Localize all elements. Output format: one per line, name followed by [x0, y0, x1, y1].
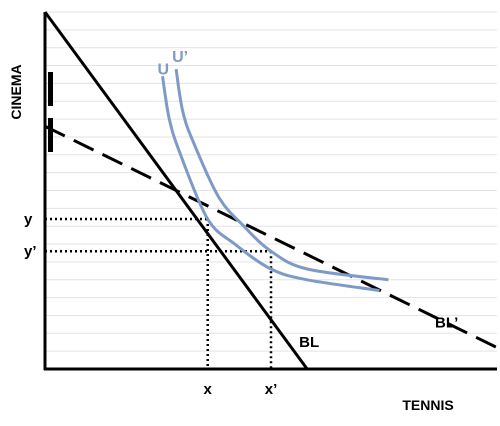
chart-series — [43, 11, 498, 370]
series-4-label: U’ — [172, 49, 188, 66]
series-3-label: U — [158, 61, 170, 78]
x-axis-title: TENNIS — [402, 397, 453, 413]
series-2-label: BL’ — [435, 315, 458, 332]
y-axis-title: CINEMA — [8, 64, 24, 119]
chart-axes — [43, 12, 497, 371]
guide-lines — [45, 217, 273, 369]
series-4-line — [174, 68, 389, 282]
x-tick-label-1: x — [204, 381, 213, 398]
tick-labels: x x’ y y’ — [24, 211, 277, 398]
x-tick-label-2: x’ — [265, 381, 278, 398]
series-1-label: BL — [299, 334, 319, 351]
grid-lines — [45, 11, 497, 352]
series-labels: BL BL’ UU’ — [158, 49, 459, 351]
y-tick-label-1: y — [24, 211, 33, 228]
y-tick-label-2: y’ — [24, 243, 37, 260]
series-2-line — [44, 124, 498, 349]
y-axis-marker-2 — [48, 118, 53, 152]
series-3-line — [161, 76, 380, 292]
y-axis-marker-1 — [48, 72, 53, 106]
